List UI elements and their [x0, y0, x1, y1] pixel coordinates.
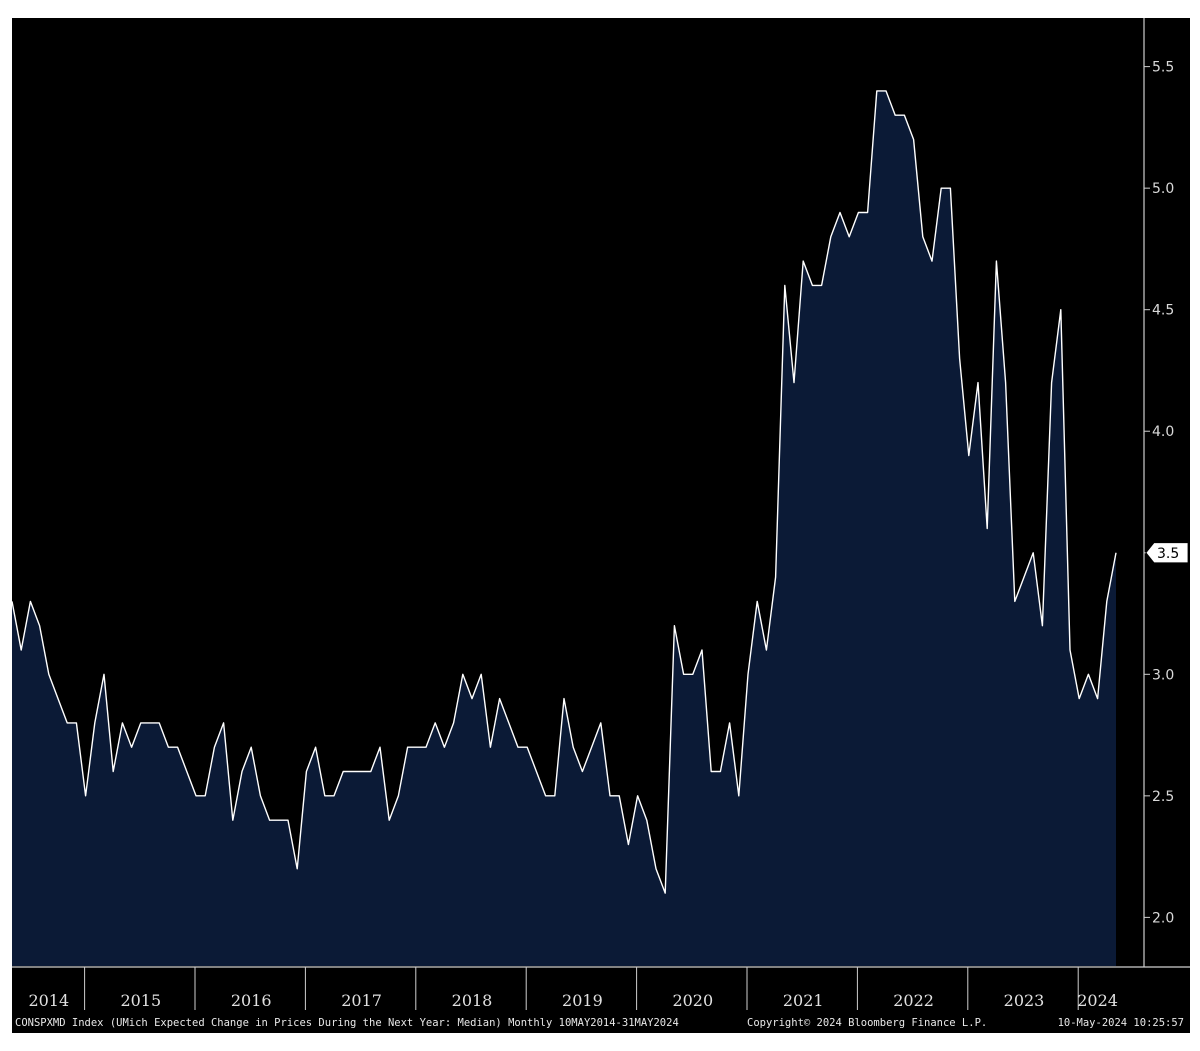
x-tick-label: 2016 — [231, 991, 272, 1010]
x-axis: 2014 2015 2016 2017 2018 2019 2020 2021 2022 2023… — [28, 967, 1118, 1010]
last-value-label: 3.5 — [1157, 546, 1179, 562]
footer-series-description: CONSPXMD Index (UMich Expected Change in… — [15, 1017, 679, 1029]
y-tick-label: 5.5 — [1152, 60, 1174, 76]
x-tick-label: 2021 — [783, 991, 824, 1010]
y-tick-label: 3.0 — [1152, 667, 1174, 683]
x-tick-label: 2019 — [562, 991, 603, 1010]
price-expectations-chart: 2.02.53.03.54.04.55.05.5 201420152016201… — [12, 18, 1190, 1010]
footer-copyright: Copyright© 2024 Bloomberg Finance L.P. — [747, 1017, 988, 1029]
x-tick-label: 2020 — [672, 991, 713, 1010]
area-layer — [12, 90, 1116, 966]
x-tick-label: 2024 — [1077, 991, 1118, 1010]
line-layer — [12, 90, 1117, 894]
y-axis: 2.02.53.03.54.04.55.05.5 — [1144, 60, 1174, 926]
y-tick-label: 2.5 — [1152, 789, 1174, 805]
x-tick-label: 2018 — [452, 991, 493, 1010]
x-tick-label: 2015 — [120, 991, 161, 1010]
x-tick-label: 2014 — [28, 991, 69, 1010]
series-area — [12, 90, 1116, 966]
y-tick-label: 4.0 — [1152, 424, 1174, 440]
x-tick-label: 2023 — [1004, 991, 1045, 1010]
axis-layer — [12, 18, 1190, 968]
chart-frame: 2.02.53.03.54.04.55.05.5 201420152016201… — [12, 18, 1190, 1033]
last-value-marker: 3.5 — [1145, 542, 1189, 564]
x-tick-label: 2017 — [341, 991, 382, 1010]
y-tick-label: 5.0 — [1152, 181, 1174, 197]
last-value-box — [1145, 542, 1189, 564]
footer-timestamp: 10-May-2024 10:25:57 — [1057, 1017, 1184, 1029]
series-line — [12, 90, 1117, 894]
y-tick-label: 2.0 — [1152, 910, 1174, 926]
y-tick-label: 4.5 — [1152, 303, 1174, 319]
x-tick-label: 2022 — [893, 991, 934, 1010]
